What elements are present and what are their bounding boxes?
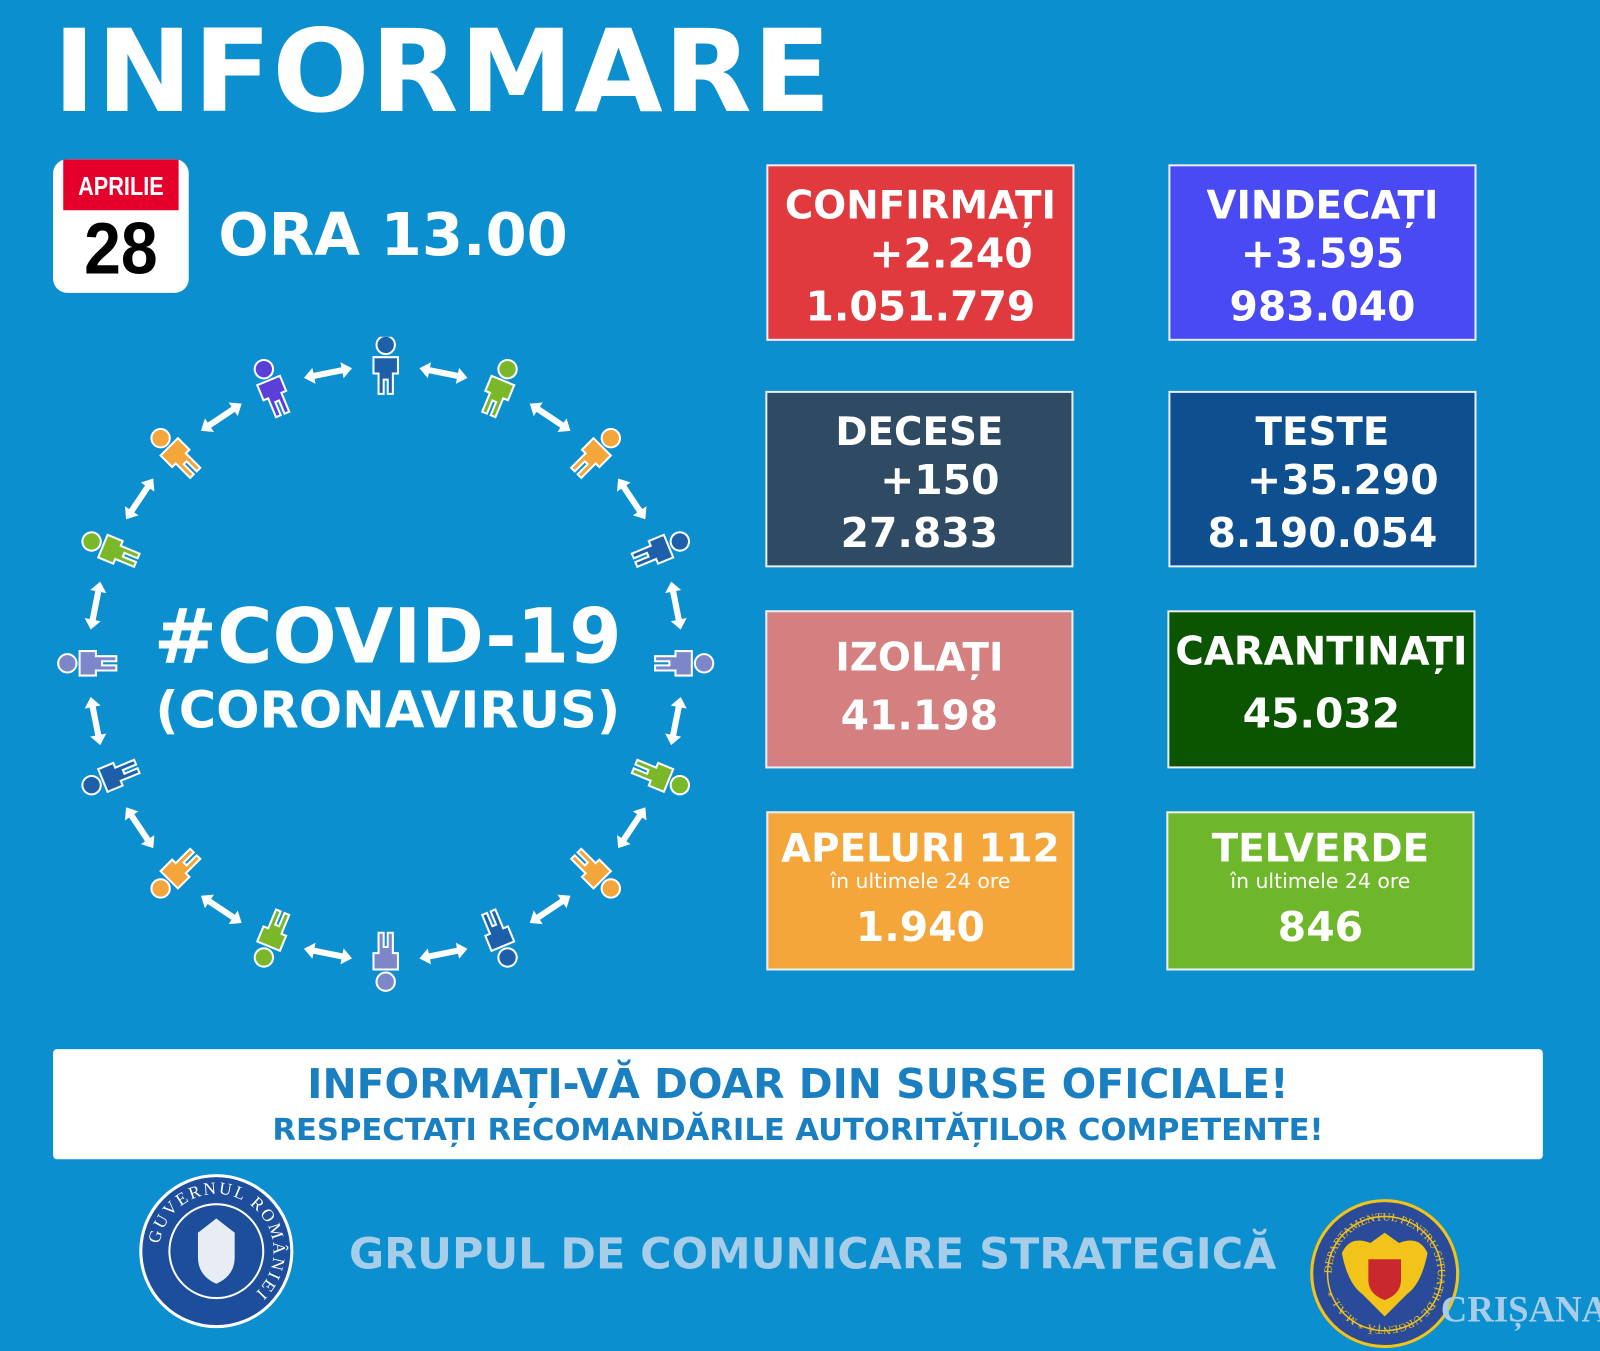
government-seal-logo: GUVERNUL ROMÂNIEI <box>139 1174 294 1329</box>
double-arrow-icon <box>200 894 242 925</box>
card-total: 27.833 <box>840 510 999 558</box>
double-arrow-icon <box>124 807 155 849</box>
card-decese: DECESE +150 27.833 <box>765 390 1074 568</box>
card-label: TELVERDE <box>1211 825 1430 871</box>
card-total: 41.198 <box>840 692 999 740</box>
official-sources-banner: INFORMAȚI-VĂ DOAR DIN SURSE OFICIALE! RE… <box>53 1049 1543 1160</box>
double-arrow-icon <box>303 942 352 965</box>
card-delta: +2.240 <box>869 230 1033 278</box>
card-delta: +150 <box>880 457 1000 505</box>
card-teste: TESTE +35.290 8.190.054 <box>1168 390 1477 568</box>
card-delta: +3.595 <box>1240 230 1405 278</box>
person-icon <box>253 358 291 419</box>
double-arrow-icon <box>84 581 107 630</box>
double-arrow-icon <box>665 697 687 746</box>
person-icon <box>480 908 518 968</box>
person-icon <box>81 758 141 796</box>
banner-line1: INFORMAȚI-VĂ DOAR DIN SURSE OFICIALE! <box>307 1061 1289 1109</box>
person-icon <box>150 847 202 899</box>
person-icon <box>253 908 291 968</box>
card-sub: în ultimele 24 ore <box>830 868 1011 893</box>
person-icon <box>569 427 622 480</box>
double-arrow-icon <box>617 478 647 520</box>
card-delta: +35.290 <box>1246 457 1439 505</box>
double-arrow-icon <box>529 402 571 432</box>
calendar-icon: APRILIE 28 <box>53 159 189 293</box>
double-arrow-icon <box>200 402 242 432</box>
card-label: DECESE <box>835 409 1004 455</box>
person-icon <box>569 847 622 899</box>
card-apeluri-112: APELURI 112 în ultimele 24 ore 1.940 <box>766 811 1075 971</box>
person-icon <box>630 531 691 569</box>
card-total: 8.190.054 <box>1207 510 1438 558</box>
banner-line2: RESPECTAȚI RECOMANDĂRILE AUTORITĂȚILOR C… <box>272 1112 1324 1149</box>
person-icon <box>654 650 715 677</box>
card-label: VINDECAȚI <box>1206 182 1439 228</box>
card-sub: în ultimele 24 ore <box>1230 868 1411 893</box>
covid-hashtag: #COVID-19 <box>153 592 622 681</box>
covid-subtitle: (CORONAVIRUS) <box>155 680 621 740</box>
card-total: 45.032 <box>1242 690 1401 738</box>
person-icon <box>372 336 399 395</box>
card-label: TESTE <box>1255 409 1390 455</box>
people-circle-illustration <box>57 336 715 992</box>
card-total: 1.940 <box>855 904 985 952</box>
card-total: 846 <box>1277 904 1363 952</box>
person-icon <box>57 650 118 677</box>
card-label: APELURI 112 <box>781 825 1060 871</box>
calendar-month: APRILIE <box>63 159 179 211</box>
card-label: CARANTINAȚI <box>1175 628 1468 674</box>
card-label: IZOLAȚI <box>835 634 1004 680</box>
card-confirmati: CONFIRMAȚI +2.240 1.051.779 <box>766 164 1075 341</box>
calendar-day: 28 <box>84 208 158 290</box>
page-title: INFORMARE <box>53 6 832 139</box>
double-arrow-icon <box>303 362 352 384</box>
double-arrow-icon <box>617 807 647 849</box>
card-label: CONFIRMAȚI <box>784 182 1056 228</box>
card-izolati: IZOLAȚI 41.198 <box>765 610 1074 769</box>
person-icon <box>630 758 691 796</box>
double-arrow-icon <box>665 581 687 630</box>
person-icon <box>81 531 141 569</box>
covid-heading: #COVID-19 (CORONAVIRUS) <box>102 594 673 741</box>
dsu-emblem-logo: DEPARTAMENTUL PENTRU SITUAȚII DE URGENȚĂ… <box>1310 1199 1460 1349</box>
double-arrow-icon <box>529 894 571 925</box>
watermark: CRIȘANA <box>1440 1288 1600 1330</box>
footer-text: GRUPUL DE COMUNICARE STRATEGICĂ <box>348 1228 1277 1279</box>
time-label: ORA 13.00 <box>218 200 568 270</box>
person-icon <box>480 358 518 419</box>
double-arrow-icon <box>84 697 107 746</box>
person-icon <box>372 931 399 992</box>
card-carantinati: CARANTINAȚI 45.032 <box>1167 610 1476 769</box>
card-vindecati: VINDECAȚI +3.595 983.040 <box>1168 164 1477 341</box>
double-arrow-icon <box>419 362 468 384</box>
double-arrow-icon <box>124 478 155 520</box>
card-total: 1.051.779 <box>805 283 1036 331</box>
card-telverde: TELVERDE în ultimele 24 ore 846 <box>1166 811 1475 971</box>
double-arrow-icon <box>419 942 468 965</box>
person-icon <box>150 427 202 480</box>
card-total: 983.040 <box>1229 283 1416 331</box>
